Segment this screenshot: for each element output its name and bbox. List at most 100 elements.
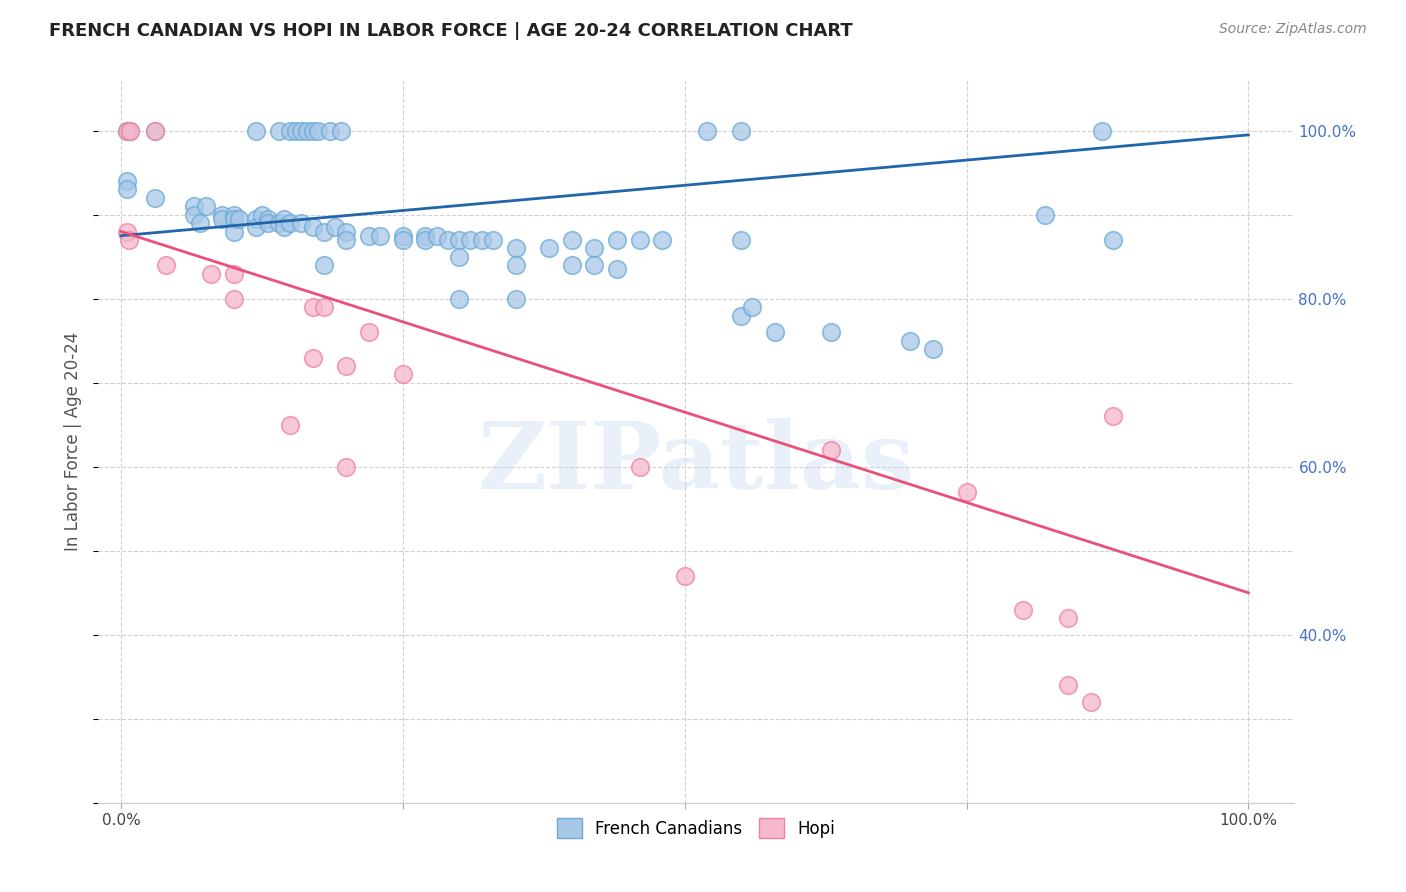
Point xyxy=(335,359,357,373)
Point xyxy=(312,258,335,272)
Point xyxy=(1035,208,1057,222)
Point xyxy=(368,228,391,243)
Point xyxy=(245,211,267,226)
Point xyxy=(1102,409,1125,424)
Text: ZIPatlas: ZIPatlas xyxy=(478,418,914,508)
Point xyxy=(267,216,290,230)
Point xyxy=(290,216,312,230)
Point xyxy=(696,124,718,138)
Point xyxy=(115,174,138,188)
Point xyxy=(505,292,527,306)
Point xyxy=(273,211,295,226)
Point xyxy=(284,124,307,138)
Text: Source: ZipAtlas.com: Source: ZipAtlas.com xyxy=(1219,22,1367,37)
Point xyxy=(301,124,323,138)
Point xyxy=(222,225,245,239)
Point xyxy=(1057,611,1080,625)
Point xyxy=(115,124,138,138)
Point xyxy=(1057,678,1080,692)
Point xyxy=(183,208,205,222)
Point xyxy=(392,233,415,247)
Point xyxy=(245,124,267,138)
Point xyxy=(357,228,380,243)
Point xyxy=(606,233,628,247)
Point xyxy=(143,191,166,205)
Point xyxy=(415,228,437,243)
Point xyxy=(437,233,460,247)
Y-axis label: In Labor Force | Age 20-24: In Labor Force | Age 20-24 xyxy=(65,332,83,551)
Point xyxy=(628,459,651,474)
Point xyxy=(471,233,494,247)
Point xyxy=(505,258,527,272)
Point xyxy=(323,220,346,235)
Point xyxy=(449,233,471,247)
Point xyxy=(426,228,449,243)
Point xyxy=(583,258,606,272)
Point xyxy=(183,199,205,213)
Point xyxy=(730,309,752,323)
Point xyxy=(312,300,335,314)
Point xyxy=(278,124,301,138)
Point xyxy=(357,326,380,340)
Point xyxy=(256,216,278,230)
Point xyxy=(898,334,921,348)
Point xyxy=(273,220,295,235)
Point xyxy=(278,216,301,230)
Point xyxy=(250,208,273,222)
Text: FRENCH CANADIAN VS HOPI IN LABOR FORCE | AGE 20-24 CORRELATION CHART: FRENCH CANADIAN VS HOPI IN LABOR FORCE |… xyxy=(49,22,853,40)
Point xyxy=(561,233,583,247)
Point xyxy=(921,342,943,356)
Point xyxy=(628,233,651,247)
Point xyxy=(449,292,471,306)
Point xyxy=(301,351,323,365)
Point xyxy=(335,459,357,474)
Point xyxy=(143,124,166,138)
Point xyxy=(392,368,415,382)
Point xyxy=(561,258,583,272)
Point xyxy=(460,233,482,247)
Point xyxy=(415,233,437,247)
Point xyxy=(651,233,673,247)
Point xyxy=(256,211,278,226)
Point xyxy=(118,233,141,247)
Point xyxy=(200,267,222,281)
Point xyxy=(583,241,606,255)
Point xyxy=(295,124,318,138)
Point xyxy=(329,124,352,138)
Point xyxy=(222,208,245,222)
Point xyxy=(115,124,138,138)
Point xyxy=(211,211,233,226)
Point xyxy=(188,216,211,230)
Point xyxy=(278,417,301,432)
Point xyxy=(211,208,233,222)
Point xyxy=(194,199,217,213)
Point xyxy=(1080,695,1102,709)
Point xyxy=(307,124,329,138)
Point xyxy=(301,300,323,314)
Point xyxy=(820,326,842,340)
Point xyxy=(673,569,696,583)
Point xyxy=(505,241,527,255)
Legend: French Canadians, Hopi: French Canadians, Hopi xyxy=(550,812,842,845)
Point xyxy=(730,124,752,138)
Point xyxy=(955,485,977,500)
Point xyxy=(222,211,245,226)
Point xyxy=(606,262,628,277)
Point xyxy=(290,124,312,138)
Point xyxy=(1012,602,1035,616)
Point xyxy=(312,225,335,239)
Point xyxy=(449,250,471,264)
Point xyxy=(335,225,357,239)
Point xyxy=(820,442,842,457)
Point xyxy=(318,124,340,138)
Point xyxy=(1102,233,1125,247)
Point xyxy=(538,241,561,255)
Point xyxy=(482,233,505,247)
Point xyxy=(335,233,357,247)
Point xyxy=(763,326,786,340)
Point xyxy=(730,233,752,247)
Point xyxy=(267,124,290,138)
Point xyxy=(115,182,138,196)
Point xyxy=(301,220,323,235)
Point xyxy=(222,267,245,281)
